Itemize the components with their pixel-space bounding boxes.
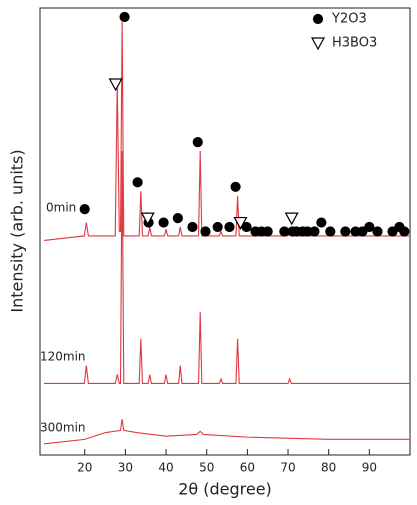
marker-circle: [200, 226, 211, 237]
legend-label: H3BO3: [332, 36, 377, 51]
marker-circle: [230, 181, 241, 192]
marker-circle: [241, 221, 252, 233]
marker-circle: [132, 177, 143, 188]
plot-frame: [39, 7, 411, 456]
marker-triangle: [140, 212, 155, 226]
x-tick-label: 60: [240, 461, 255, 475]
xrd-trace: [44, 21, 410, 241]
x-tick-label: 50: [199, 461, 214, 475]
marker-circle: [372, 226, 383, 237]
marker-triangle: [233, 216, 248, 230]
marker-circle: [262, 226, 273, 237]
x-tick-label: 70: [280, 461, 295, 475]
marker-circle: [192, 137, 203, 148]
marker-triangle: [108, 78, 123, 92]
marker-circle: [79, 204, 90, 215]
marker-circle: [212, 221, 223, 233]
x-tick-label: 90: [362, 461, 377, 475]
marker-triangle: [284, 212, 299, 226]
x-tick-label: 30: [118, 461, 133, 475]
x-axis-title: 2θ (degree): [178, 480, 272, 499]
marker-circle: [325, 226, 336, 237]
legend-label: Y2O3: [331, 12, 367, 27]
series-label: 300min: [40, 421, 86, 435]
y-axis-title: Intensity (arb. units): [8, 149, 27, 312]
x-tick-label: 80: [321, 461, 336, 475]
xrd-trace: [44, 419, 410, 445]
x-tick-label: 20: [77, 461, 92, 475]
series-label: 120min: [40, 350, 86, 364]
marker-circle: [399, 226, 410, 237]
legend-marker: [312, 13, 324, 25]
marker-circle: [187, 221, 198, 233]
marker-circle: [158, 217, 169, 228]
marker-circle: [119, 11, 130, 23]
series-label: 0min: [46, 201, 76, 215]
marker-circle: [309, 226, 320, 237]
marker-circle: [172, 212, 183, 224]
legend-marker: [310, 37, 326, 51]
marker-circle: [364, 221, 375, 233]
xrd-trace: [44, 151, 410, 385]
x-tick-label: 40: [158, 461, 173, 475]
marker-circle: [224, 221, 235, 233]
marker-circle: [316, 217, 327, 228]
marker-circle: [340, 226, 351, 237]
